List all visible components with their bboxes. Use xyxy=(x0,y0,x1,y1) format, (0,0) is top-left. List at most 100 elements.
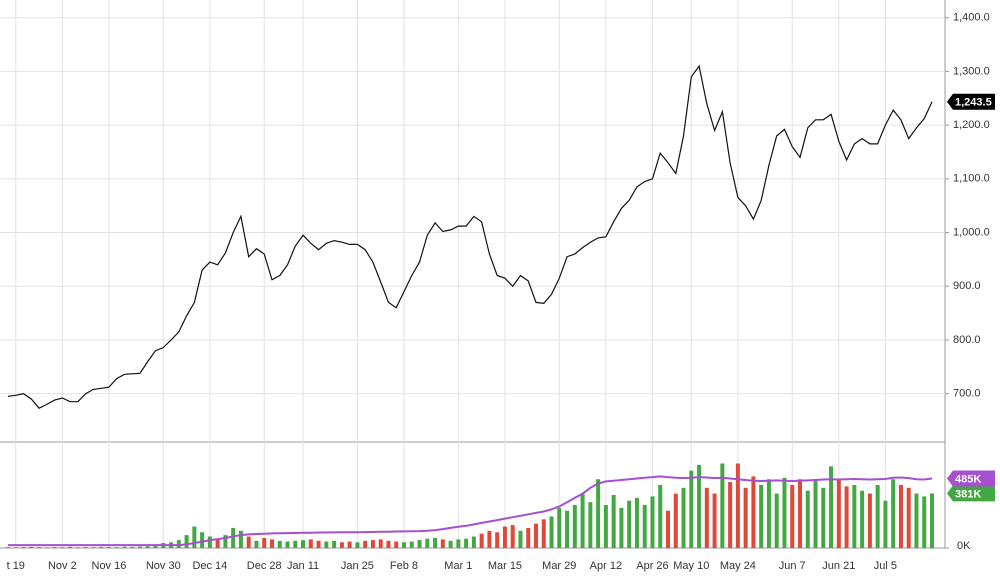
volume-bar xyxy=(891,479,896,548)
value-tag xyxy=(947,485,995,502)
volume-bar xyxy=(52,546,57,548)
volume-bar xyxy=(433,537,438,548)
x-tick-label: Mar 1 xyxy=(444,560,472,572)
volume-bar xyxy=(464,538,469,548)
volume-bar xyxy=(906,487,911,548)
volume-bar xyxy=(409,541,414,548)
volume-bar xyxy=(922,496,927,548)
volume-bar xyxy=(666,510,670,548)
x-tick-label: t 19 xyxy=(7,560,25,572)
value-label: 1,243.5 xyxy=(955,97,992,109)
volume-bar xyxy=(813,480,818,548)
volume-bar xyxy=(487,530,492,548)
volume-bar xyxy=(930,493,934,548)
volume-bar xyxy=(394,541,399,548)
x-tick-label: Nov 2 xyxy=(48,560,77,572)
volume-bar xyxy=(339,542,344,548)
volume-bar xyxy=(153,545,158,548)
price-line xyxy=(7,64,933,409)
volume-bar xyxy=(860,490,865,548)
volume-bar xyxy=(138,546,142,548)
volume-bar xyxy=(836,479,841,548)
value-label: 381K xyxy=(955,488,981,500)
volume-bar xyxy=(130,546,135,548)
volume-bar xyxy=(479,533,484,548)
volume-bar xyxy=(898,484,903,548)
x-tick-label: May 10 xyxy=(673,560,709,572)
x-tick-label: Jan 11 xyxy=(287,560,319,572)
volume-bar xyxy=(728,482,733,548)
volume-bar xyxy=(883,500,888,548)
x-tick-label: Mar 29 xyxy=(542,560,576,572)
volume-bar xyxy=(518,530,523,548)
x-tick-label: Nov 16 xyxy=(92,560,127,572)
volume-bar xyxy=(262,537,267,548)
volume-bar xyxy=(13,547,18,548)
volume-bar xyxy=(37,547,42,548)
x-tick-label: Mar 15 xyxy=(488,560,522,572)
x-tick-label: Nov 30 xyxy=(146,560,181,572)
volume-bar xyxy=(83,546,88,548)
volume-bar xyxy=(347,541,352,548)
volume-bar xyxy=(238,530,243,548)
volume-bar xyxy=(192,526,197,548)
y-tick-label: 1,400.0 xyxy=(953,12,990,24)
volume-bar xyxy=(145,546,150,548)
volume-bar xyxy=(378,539,383,548)
x-tick-label: May 24 xyxy=(720,560,756,572)
volume-bar xyxy=(611,495,616,548)
volume-bar xyxy=(867,493,872,548)
y-tick-label: 1,300.0 xyxy=(953,65,990,77)
volume-bar xyxy=(332,540,337,548)
y-tick-label: 800.0 xyxy=(953,334,981,346)
volume-bar xyxy=(21,546,26,548)
volume-bar xyxy=(751,476,756,548)
volume-bar xyxy=(650,496,655,548)
volume-bar xyxy=(743,487,748,548)
volume-bar xyxy=(875,484,880,548)
volume-bar xyxy=(386,540,391,548)
x-tick-label: Jun 21 xyxy=(822,560,855,572)
volume-bar xyxy=(790,484,795,548)
volume-bar xyxy=(68,546,73,548)
volume-bar xyxy=(681,487,686,548)
volume-bar xyxy=(231,527,236,548)
volume-bar xyxy=(6,547,10,548)
volume-bar xyxy=(720,463,725,548)
volume-bar xyxy=(766,479,771,548)
volume-bar xyxy=(270,539,274,548)
volume-bar xyxy=(689,470,694,548)
volume-bar xyxy=(99,546,104,548)
volume-bar xyxy=(697,464,702,548)
volume-bar xyxy=(448,540,453,548)
volume-bar xyxy=(91,547,96,548)
y-tick-label: 900.0 xyxy=(953,280,981,292)
value-tag xyxy=(947,93,995,110)
volume-bar xyxy=(301,540,306,548)
volume-bar xyxy=(324,541,329,548)
volume-bar xyxy=(502,526,507,548)
volume-bar xyxy=(798,479,802,548)
x-tick-label: Feb 8 xyxy=(390,560,418,572)
volume-bar xyxy=(207,536,212,548)
volume-bar xyxy=(735,463,740,548)
x-tick-label: Jun 7 xyxy=(779,560,806,572)
volume-bar xyxy=(456,539,461,548)
volume-bar xyxy=(619,507,624,548)
volume-bar xyxy=(588,502,593,548)
volume-bar xyxy=(634,497,639,548)
volume-bar xyxy=(572,505,577,548)
volume-bar xyxy=(200,532,205,548)
volume-bar xyxy=(526,527,531,548)
volume-bar xyxy=(821,487,826,548)
volume-bar xyxy=(673,493,678,548)
volume-bar xyxy=(215,539,220,548)
volume-bar xyxy=(29,546,34,548)
volume-bar xyxy=(246,536,251,548)
x-tick-label: Jan 25 xyxy=(341,560,374,572)
volume-bar xyxy=(549,516,554,548)
volume-bar xyxy=(534,523,538,548)
volume-bar xyxy=(122,546,127,548)
volume-bar xyxy=(114,547,119,548)
